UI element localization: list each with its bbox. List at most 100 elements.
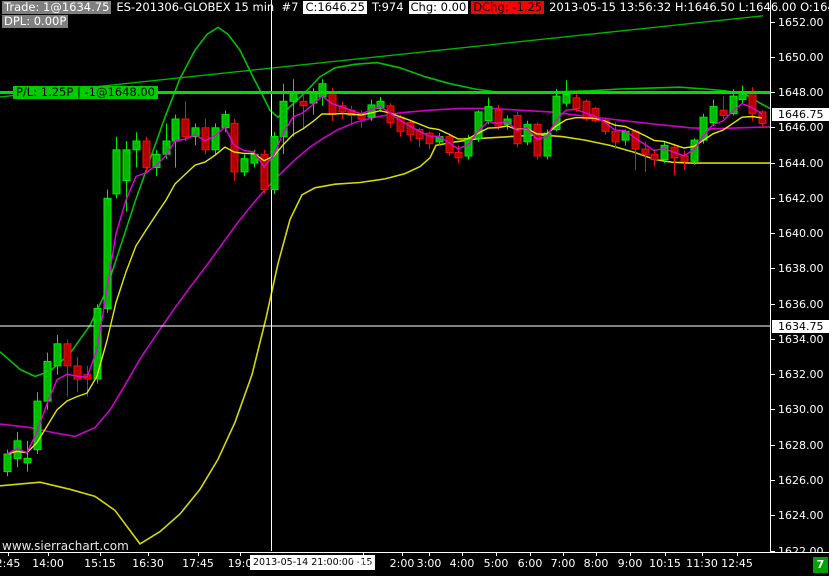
candle-body bbox=[680, 155, 689, 162]
time-axis-label: 5:00 bbox=[483, 557, 509, 570]
price-tick bbox=[771, 56, 775, 58]
yellow-fast-ema bbox=[6, 109, 763, 455]
session-date-label: 2013-05-14 21:00:00 -15 bbox=[250, 555, 376, 570]
time-tick bbox=[100, 553, 101, 556]
candle-body bbox=[260, 153, 269, 191]
dpl-box: DPL: 0.00P bbox=[2, 14, 69, 28]
trade-position-box[interactable]: Trade: 1@1634.75 bbox=[2, 0, 112, 14]
price-axis-label: 1652.00 bbox=[778, 15, 824, 29]
candle-body bbox=[279, 100, 288, 138]
candle-body bbox=[650, 153, 659, 161]
time-axis-label: 12:45 bbox=[721, 557, 753, 570]
time-axis-label: 2:45 bbox=[0, 557, 21, 570]
time-tick bbox=[402, 553, 403, 556]
candle-body bbox=[142, 140, 151, 168]
dchg-value: DChg: -1.25 bbox=[471, 0, 545, 14]
candle-body bbox=[53, 343, 62, 367]
price-axis-label: 1644.00 bbox=[778, 156, 824, 170]
time-tick bbox=[563, 553, 564, 556]
price-axis-label: 1646.00 bbox=[778, 121, 824, 135]
price-tick bbox=[771, 515, 775, 517]
candle-body bbox=[221, 114, 230, 129]
time-axis-label: 1:00 bbox=[350, 557, 376, 570]
time-axis-label: 4:00 bbox=[449, 557, 475, 570]
candle-body bbox=[299, 100, 308, 107]
candle-body bbox=[474, 111, 483, 139]
price-axis-label: 1642.00 bbox=[778, 191, 824, 205]
candle-body bbox=[376, 100, 385, 109]
trades-value: T:974 bbox=[371, 0, 404, 14]
candle-body bbox=[641, 148, 650, 155]
time-tick bbox=[8, 553, 9, 556]
candle-body bbox=[445, 136, 454, 154]
time-tick bbox=[737, 553, 738, 556]
price-axis-label: 1626.00 bbox=[778, 473, 824, 487]
candle-body bbox=[23, 457, 32, 464]
time-tick bbox=[429, 553, 430, 556]
price-tick bbox=[771, 21, 775, 23]
chart-header: Trade: 1@1634.75 ES-201306-GLOBEX 15 min… bbox=[2, 1, 829, 14]
time-tick bbox=[702, 553, 703, 556]
candle-body bbox=[3, 453, 12, 473]
candle-body bbox=[454, 152, 463, 159]
price-axis[interactable]: 1646.75 1634.75 1652.00 1650.00 1648.00 164… bbox=[770, 0, 829, 558]
chart-canvas[interactable] bbox=[0, 0, 770, 552]
candle-body bbox=[523, 123, 532, 143]
close-value: C:1646.25 bbox=[303, 0, 367, 14]
price-tick bbox=[771, 92, 775, 94]
candle-body bbox=[582, 100, 591, 120]
price-tick bbox=[771, 374, 775, 376]
candle-body bbox=[533, 123, 542, 157]
candle-body bbox=[132, 140, 141, 151]
time-tick bbox=[496, 553, 497, 556]
candle-body bbox=[729, 95, 738, 115]
price-axis-label: 1634.00 bbox=[778, 332, 824, 346]
candle-body bbox=[660, 144, 669, 160]
trendline bbox=[0, 15, 764, 98]
time-axis-label: 2:00 bbox=[389, 557, 415, 570]
time-axis-label: 3:00 bbox=[416, 557, 442, 570]
candle-body bbox=[33, 400, 42, 451]
candle-body bbox=[748, 92, 757, 115]
time-tick bbox=[665, 553, 666, 556]
price-axis-label: 1630.00 bbox=[778, 403, 824, 417]
time-axis-label: 11:30 bbox=[686, 557, 718, 570]
price-tick bbox=[771, 303, 775, 305]
time-axis-label: 15:15 bbox=[84, 557, 116, 570]
datetime-ohlcv: 2013-05-15 13:56:32 H:1646.50 L:1646.00 … bbox=[549, 0, 829, 14]
time-axis[interactable]: 2013-05-14 21:00:00 -15 7 2:45 14:00 15:15… bbox=[0, 552, 829, 576]
time-axis-label: 9:00 bbox=[617, 557, 643, 570]
candle-body bbox=[611, 130, 620, 143]
candle-body bbox=[552, 95, 561, 131]
candle-body bbox=[270, 136, 279, 191]
candle-body bbox=[122, 149, 131, 182]
symbol-title: ES-201306-GLOBEX 15 min #7 bbox=[116, 0, 299, 14]
candle-body bbox=[709, 106, 718, 123]
candle-body bbox=[425, 132, 434, 145]
price-tick bbox=[771, 479, 775, 481]
candle-body bbox=[415, 129, 424, 139]
candle-body bbox=[494, 109, 503, 127]
chart-number-badge[interactable]: 7 bbox=[813, 557, 828, 573]
time-tick bbox=[240, 553, 241, 556]
price-axis-label: 1640.00 bbox=[778, 227, 824, 241]
price-axis-label: 1648.00 bbox=[778, 86, 824, 100]
magenta-fast-ema bbox=[6, 95, 763, 455]
dpl-row: DPL: 0.00P bbox=[2, 14, 69, 28]
price-tick bbox=[771, 550, 775, 552]
pl-order-label[interactable]: P/L: 1.25P | -1@1648.00 bbox=[13, 85, 158, 99]
upper-band-line bbox=[0, 26, 770, 378]
time-axis-label: 16:30 bbox=[132, 557, 164, 570]
candle-body bbox=[572, 97, 581, 109]
time-axis-label: 10:15 bbox=[649, 557, 681, 570]
watermark-text: www.sierrachart.com bbox=[2, 539, 129, 553]
price-tick bbox=[771, 162, 775, 164]
candle-body bbox=[181, 118, 190, 138]
candle-body bbox=[171, 118, 180, 142]
candle-body bbox=[230, 122, 239, 173]
candle-body bbox=[719, 109, 728, 116]
time-axis-label: 6:00 bbox=[517, 557, 543, 570]
yellow-band-line bbox=[0, 134, 770, 545]
time-axis-label: 17:45 bbox=[182, 557, 214, 570]
price-axis-label: 1650.00 bbox=[778, 50, 824, 64]
